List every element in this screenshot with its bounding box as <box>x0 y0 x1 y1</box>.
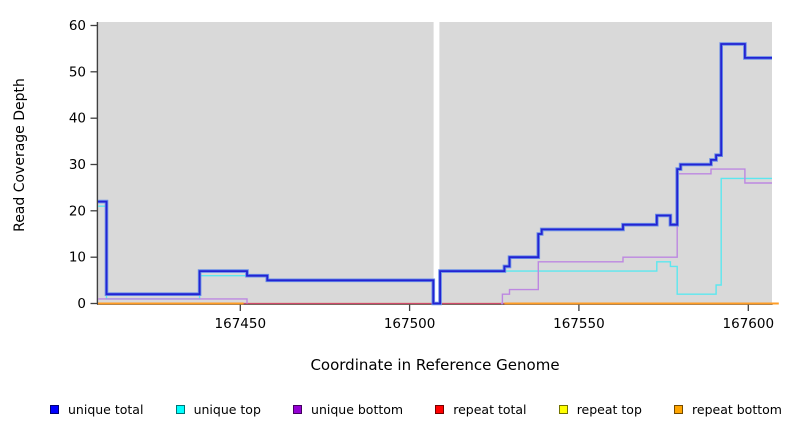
series-line-unique-bottom <box>501 168 772 305</box>
series-line-unique-total <box>98 43 772 305</box>
legend-swatch <box>175 404 185 414</box>
series-line-unique-bottom <box>98 298 248 304</box>
coverage-gap-band <box>433 22 440 305</box>
legend-item-repeat-total: repeat total <box>435 401 527 417</box>
x-axis-title: Coordinate in Reference Genome <box>310 356 560 374</box>
legend-item-label: repeat total <box>453 401 527 417</box>
legend-item-label: unique total <box>68 401 144 417</box>
x-tick-label: 167500 <box>384 316 436 332</box>
y-tick-label: 60 <box>69 18 86 34</box>
legend-swatch <box>674 404 684 414</box>
legend: unique total unique top unique bottom repea… <box>0 397 792 421</box>
legend-item-unique-bottom: unique bottom <box>293 402 403 417</box>
x-tick-label: 167450 <box>215 316 267 332</box>
y-tick-label: 20 <box>69 203 86 219</box>
legend-swatch <box>293 404 303 414</box>
legend-item-unique-total: unique total <box>50 402 143 417</box>
legend-item-label: repeat top <box>576 401 642 417</box>
legend-swatch <box>435 404 445 414</box>
legend-item-label: repeat bottom <box>692 401 782 417</box>
series-line-unique-top <box>504 177 772 295</box>
y-tick-label: 0 <box>77 296 86 312</box>
legend-item-label: unique bottom <box>311 401 404 417</box>
y-tick-label: 50 <box>69 64 86 80</box>
legend-swatch <box>50 404 59 414</box>
x-tick-label: 167600 <box>723 316 775 332</box>
legend-item-repeat-top: repeat top <box>558 401 642 417</box>
y-tick-label: 30 <box>69 157 86 173</box>
y-tick-label: 40 <box>69 111 86 127</box>
legend-item-repeat-bottom: repeat bottom <box>674 402 782 417</box>
y-axis-title: Read Coverage Depth <box>12 78 28 232</box>
legend-swatch <box>558 404 568 414</box>
coverage-plot: 0 10 20 30 40 50 60 167450 167500 167550 167600 <box>69 18 779 332</box>
y-tick-label: 10 <box>69 250 86 266</box>
legend-item-unique-top: unique top <box>175 401 261 417</box>
legend-item-label: unique top <box>193 401 261 417</box>
x-tick-label: 167550 <box>553 316 605 332</box>
